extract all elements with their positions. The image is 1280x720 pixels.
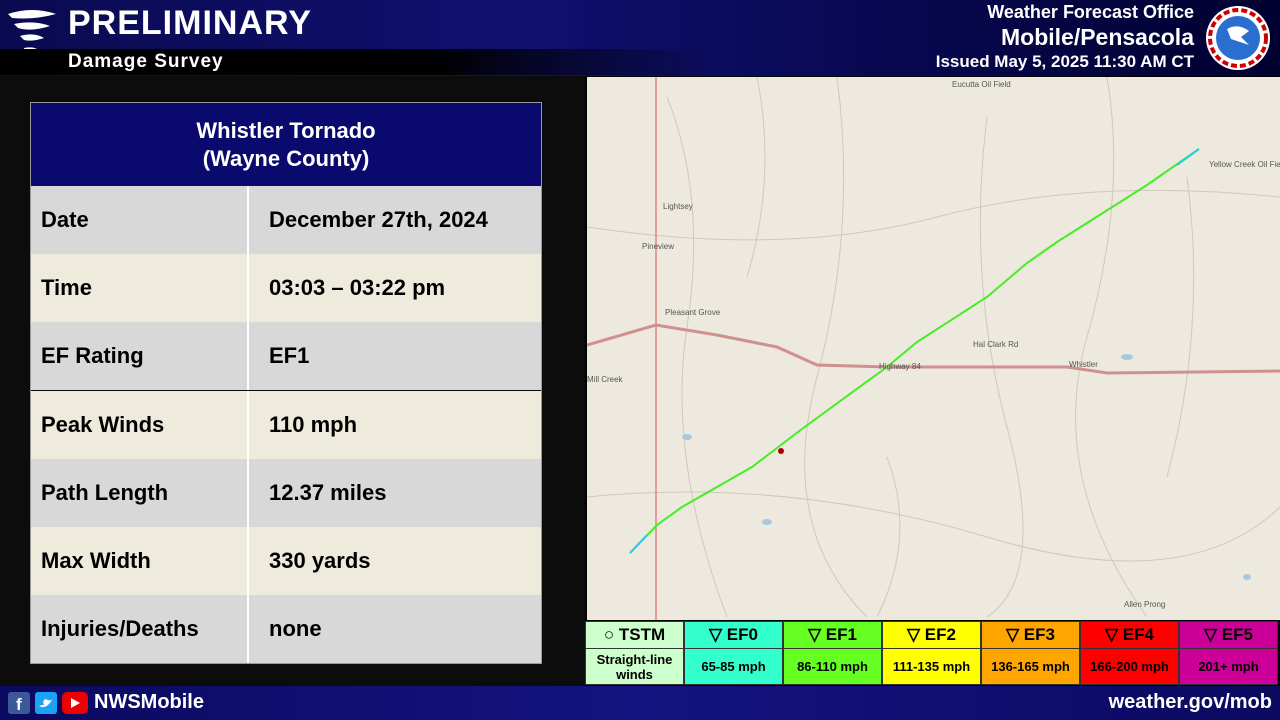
legend-name: ▽ EF3 bbox=[982, 622, 1079, 649]
legend-item: ▽ EF4 166-200 mph bbox=[1080, 621, 1179, 685]
legend-name: ○ TSTM bbox=[586, 622, 683, 649]
info-table: Whistler Tornado (Wayne County) Date Decem… bbox=[30, 102, 542, 664]
map-label: Allen Prong bbox=[1124, 600, 1165, 609]
map-label: Eucutta Oil Field bbox=[952, 80, 1011, 89]
row-value: none bbox=[269, 616, 322, 642]
subtitle-band bbox=[0, 49, 720, 75]
row-value: 330 yards bbox=[269, 548, 371, 573]
legend-name: ▽ EF4 bbox=[1081, 622, 1178, 649]
legend-range: 136-165 mph bbox=[991, 659, 1070, 674]
subtitle: Damage Survey bbox=[68, 51, 224, 72]
row-label: Peak Winds bbox=[31, 390, 249, 459]
map-label: Whistler bbox=[1069, 360, 1098, 369]
map: Lightsey Pineview Pleasant Grove Mill Cr… bbox=[587, 77, 1280, 620]
row-value: December 27th, 2024 bbox=[269, 207, 488, 232]
issued: Issued May 5, 2025 11:30 AM CT bbox=[935, 52, 1194, 71]
title: PRELIMINARY bbox=[68, 4, 312, 42]
table-row: EF Rating EF1 bbox=[31, 322, 541, 391]
map-label: Pleasant Grove bbox=[665, 308, 721, 317]
legend-item: ▽ EF2 111-135 mph bbox=[882, 621, 981, 685]
ef-legend: ○ TSTM Straight-line winds ▽ EF0 65-85 mph ▽… bbox=[585, 621, 1278, 685]
row-label: Date bbox=[31, 186, 249, 254]
map-label: Highway 84 bbox=[879, 362, 921, 371]
table-row: Time 03:03 – 03:22 pm bbox=[31, 254, 541, 323]
social-handle: NWSMobile bbox=[94, 691, 204, 713]
table-row: Path Length 12.37 miles bbox=[31, 458, 541, 527]
website: weather.gov/mob bbox=[1108, 691, 1272, 713]
title-line: (Wayne County) bbox=[202, 145, 370, 171]
row-label: EF Rating bbox=[31, 322, 249, 391]
highway bbox=[587, 323, 1280, 375]
row-label: Time bbox=[31, 254, 249, 323]
map-label: Pineview bbox=[642, 242, 674, 251]
row-value: 12.37 miles bbox=[269, 479, 387, 505]
map-label: Yellow Creek Oil Field bbox=[1209, 160, 1280, 169]
legend-range: 201+ mph bbox=[1198, 659, 1259, 674]
legend-item: ▽ EF3 136-165 mph bbox=[981, 621, 1080, 685]
map-label: Mill Creek bbox=[587, 375, 624, 384]
table-row: Max Width 330 yards bbox=[31, 527, 541, 595]
office-name: Mobile/Pensacola bbox=[1000, 24, 1194, 50]
map-label: Hal Clark Rd bbox=[973, 340, 1018, 349]
table-title: Whistler Tornado (Wayne County) bbox=[31, 103, 541, 186]
social-icons: f bbox=[8, 692, 88, 714]
map-label: Lightsey bbox=[663, 202, 693, 211]
tornado-track bbox=[629, 148, 1200, 554]
legend-item: ○ TSTM Straight-line winds bbox=[585, 621, 684, 685]
legend-range: Straight-line winds bbox=[596, 651, 673, 682]
legend-item: ▽ EF5 201+ mph bbox=[1179, 621, 1278, 685]
tornado-icon bbox=[8, 10, 56, 66]
legend-name: ▽ EF5 bbox=[1180, 622, 1277, 649]
row-value: EF1 bbox=[269, 343, 310, 369]
row-label: Injuries/Deaths bbox=[31, 595, 249, 664]
row-value: 03:03 – 03:22 pm bbox=[269, 275, 446, 301]
point-marker bbox=[778, 448, 784, 454]
legend-range: 166-200 mph bbox=[1090, 659, 1169, 674]
track-end bbox=[1176, 148, 1200, 166]
map-svg: Lightsey Pineview Pleasant Grove Mill Cr… bbox=[587, 77, 1280, 620]
row-value: 110 mph bbox=[269, 411, 358, 437]
legend-name: ▽ EF0 bbox=[685, 622, 782, 649]
ponds bbox=[682, 354, 1251, 580]
track-start bbox=[629, 534, 648, 554]
title-line: Whistler Tornado bbox=[196, 117, 376, 143]
svg-text:f: f bbox=[16, 695, 22, 714]
legend-name: ▽ EF1 bbox=[784, 622, 881, 649]
footer: f NWSMobile weather.gov/mob bbox=[0, 686, 1280, 720]
legend-name: ▽ EF2 bbox=[883, 622, 980, 649]
legend-item: ▽ EF1 86-110 mph bbox=[783, 621, 882, 685]
table-row: Peak Winds 110 mph bbox=[31, 390, 541, 459]
roads-minor bbox=[587, 77, 1280, 618]
nws-logo bbox=[1206, 6, 1270, 70]
table-row: Injuries/Deaths none bbox=[31, 595, 541, 664]
office: Weather Forecast Office bbox=[987, 2, 1194, 22]
legend-range: 111-135 mph bbox=[892, 659, 971, 674]
legend-item: ▽ EF0 65-85 mph bbox=[684, 621, 783, 685]
table-row: Date December 27th, 2024 bbox=[31, 186, 541, 254]
header: PRELIMINARY Damage Survey Weather Foreca… bbox=[0, 0, 1280, 76]
legend-range: 86-110 mph bbox=[797, 659, 868, 674]
legend-range: 65-85 mph bbox=[701, 659, 766, 674]
row-label: Max Width bbox=[31, 527, 249, 595]
row-label: Path Length bbox=[31, 458, 249, 527]
